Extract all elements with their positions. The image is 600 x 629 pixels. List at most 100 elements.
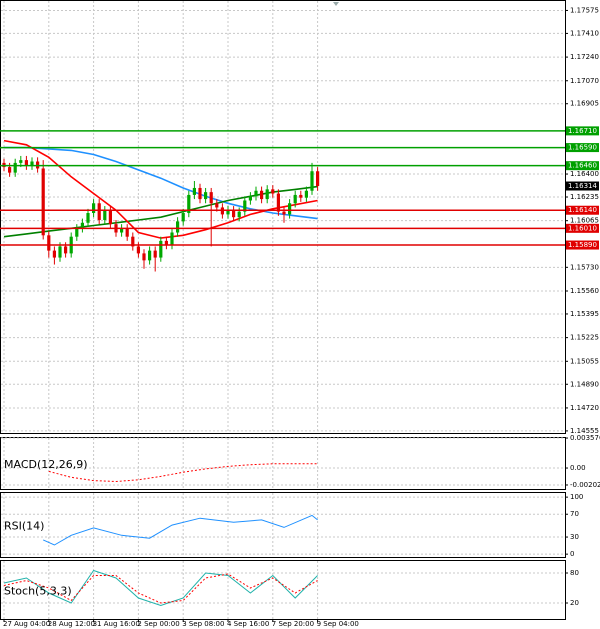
candle-body xyxy=(120,228,124,233)
shift-marker xyxy=(333,2,339,6)
candle-body xyxy=(92,203,96,214)
candle-body xyxy=(176,221,180,233)
candle-body xyxy=(265,189,269,200)
x-tick-label: 2 Sep 00:00 xyxy=(137,620,179,628)
candle-body xyxy=(8,167,12,173)
level-box xyxy=(566,223,599,233)
candle-body xyxy=(310,171,314,191)
candle-body xyxy=(19,160,23,163)
y-tick-label: 1.15730 xyxy=(570,263,599,271)
level-label: 1.16140 xyxy=(568,206,597,214)
candle-body xyxy=(198,187,202,200)
indicator-line xyxy=(3,185,318,238)
y-tick-label: 1.17240 xyxy=(570,53,599,61)
y-tick-label: 30 xyxy=(570,533,579,541)
candle-body xyxy=(293,194,297,204)
candle-body xyxy=(125,228,129,237)
pane-frame xyxy=(0,437,566,490)
level-label: 1.16590 xyxy=(568,144,597,152)
candle-body xyxy=(131,236,135,247)
candle-body xyxy=(136,246,140,254)
y-tick-label: 1.17575 xyxy=(570,6,599,14)
level-label: 1.15890 xyxy=(568,241,597,249)
pane-label: RSI(14) xyxy=(4,520,44,533)
candle-body xyxy=(187,194,191,214)
candle-body xyxy=(181,213,185,222)
x-tick-label: 27 Aug 04:00 xyxy=(3,620,50,628)
y-tick-label: 1.16400 xyxy=(570,170,599,178)
indicator-line xyxy=(4,146,318,220)
candle-body xyxy=(97,203,101,220)
candle-body xyxy=(237,211,241,218)
x-tick-label: 28 Aug 12:00 xyxy=(48,620,95,628)
x-tick-label: 31 Aug 16:00 xyxy=(93,620,140,628)
candle-body xyxy=(86,213,90,223)
candle-body xyxy=(299,194,303,198)
candle-body xyxy=(153,250,157,258)
candle-body xyxy=(282,211,286,215)
y-tick-label: 1.16065 xyxy=(570,217,599,225)
candle-body xyxy=(159,240,163,258)
candle-body xyxy=(24,160,28,166)
x-tick-label: 4 Sep 16:00 xyxy=(227,620,269,628)
y-tick-label: 1.15395 xyxy=(570,310,599,318)
candle-body xyxy=(215,203,219,208)
candle-body xyxy=(64,246,68,254)
candle-body xyxy=(52,250,56,258)
candle-body xyxy=(226,210,230,215)
candle-body xyxy=(41,168,45,236)
candle-body xyxy=(142,253,146,261)
y-tick-label: 1.15225 xyxy=(570,334,599,342)
price-label: 1.16314 xyxy=(568,182,597,190)
y-tick-label: 80 xyxy=(570,569,579,577)
candle-body xyxy=(254,190,258,197)
y-tick-label: 0 xyxy=(570,550,574,558)
price-box xyxy=(566,181,599,191)
y-tick-label: 1.14555 xyxy=(570,427,599,435)
candle-body xyxy=(260,190,264,200)
level-box xyxy=(566,143,599,153)
y-tick-label: 1.17070 xyxy=(570,77,599,85)
y-tick-label: -0.002021 xyxy=(570,481,600,489)
indicator-line xyxy=(48,463,318,483)
candle-body xyxy=(103,210,107,220)
y-tick-label: 1.14890 xyxy=(570,380,599,388)
pane-frame xyxy=(0,0,566,434)
level-box xyxy=(566,126,599,136)
candle-body xyxy=(204,192,208,200)
candle-body xyxy=(170,232,174,246)
candle-body xyxy=(271,189,275,194)
candle-body xyxy=(248,196,252,201)
level-box xyxy=(566,205,599,215)
level-box xyxy=(566,240,599,250)
candle-body xyxy=(316,171,320,187)
candle-body xyxy=(13,162,17,173)
y-tick-label: 70 xyxy=(570,510,579,518)
candle-body xyxy=(192,187,196,195)
y-tick-label: 20 xyxy=(570,599,579,607)
candle-body xyxy=(108,210,112,225)
y-tick-label: 1.16235 xyxy=(570,193,599,201)
indicator-line xyxy=(42,514,318,546)
candle-body xyxy=(58,246,62,258)
candle-body xyxy=(243,200,247,212)
candle-body xyxy=(148,250,152,261)
pane-label: MACD(12,26,9) xyxy=(4,458,88,471)
candle-body xyxy=(276,193,280,212)
candle-body xyxy=(47,235,51,251)
level-label: 1.16010 xyxy=(568,224,597,232)
y-tick-label: 0.00 xyxy=(570,464,586,472)
candle-body xyxy=(164,240,168,246)
level-box xyxy=(566,161,599,171)
x-tick-label: 3 Sep 08:00 xyxy=(182,620,224,628)
candle-body xyxy=(80,222,84,229)
candle-body xyxy=(304,190,308,198)
y-tick-label: 1.14720 xyxy=(570,404,599,412)
x-tick-label: 7 Sep 20:00 xyxy=(272,620,314,628)
y-tick-label: 1.15055 xyxy=(570,357,599,365)
y-tick-label: 0.003576 xyxy=(570,434,600,442)
indicator-line xyxy=(3,573,318,604)
x-tick-label: 9 Sep 04:00 xyxy=(317,620,359,628)
